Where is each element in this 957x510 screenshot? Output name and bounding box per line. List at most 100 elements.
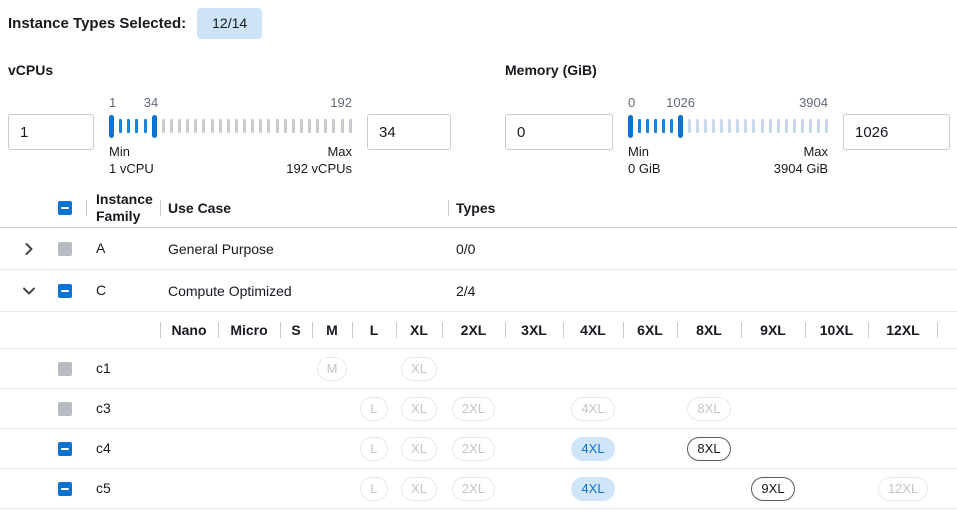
size-pill-c4-8xl[interactable]: 8XL: [687, 436, 731, 461]
vcpus-max-caption: Max: [327, 144, 352, 159]
spacer: [0, 312, 44, 348]
size-cell-s: [280, 349, 312, 388]
size-cell-12xl: [868, 389, 938, 428]
size-pill-c1-xl: XL: [401, 356, 437, 381]
slider-tick: [654, 119, 658, 133]
types-count-cell: 0/0: [456, 240, 476, 257]
memory-min-input[interactable]: [505, 114, 613, 150]
slider-handle[interactable]: [628, 114, 633, 138]
slider-tick: [283, 119, 287, 133]
instance-row-c1: c1 M XL: [0, 349, 957, 389]
table-header-row: Instance Family Use Case Types: [0, 189, 957, 228]
family-cell: A: [96, 240, 106, 256]
size-cell-9xl: [741, 389, 805, 428]
memory-title: Memory (GiB): [505, 62, 597, 78]
expand-toggle[interactable]: [0, 228, 44, 269]
slider-tick: [178, 119, 181, 133]
size-cell-8xl: 8XL: [677, 389, 741, 428]
slider-tick: [348, 119, 352, 133]
spacer: [86, 312, 160, 348]
spacer: [0, 429, 44, 468]
spacer: [938, 312, 957, 348]
size-pill-c4-2xl: 2XL: [451, 436, 496, 461]
sizes-header-row: Nano Micro S M L XL 2XL 3XL 4XL 6XL 8XL 9XL 10XL 12XL: [0, 312, 957, 349]
vcpus-scale-low: 1: [109, 95, 117, 110]
memory-slider[interactable]: 0 1026 3904 Min 0 GiB Max 3904 GiB: [628, 95, 828, 177]
size-cell-9xl: 9XL: [741, 469, 805, 508]
size-pill-c3-4xl: 4XL: [571, 396, 615, 421]
slider-tick: [704, 119, 708, 133]
size-pill-c4-4xl[interactable]: 4XL: [571, 436, 615, 461]
spacer: [0, 469, 44, 508]
size-cell-2xl: [442, 349, 505, 388]
size-column-header-3xl: 3XL: [505, 312, 563, 348]
size-pill-c4-xl: XL: [401, 436, 437, 461]
size-pill-c5-12xl: 12XL: [877, 476, 929, 501]
slider-tick: [340, 119, 344, 133]
instance-name-cell: c4: [96, 440, 111, 456]
vcpus-filter: vCPUs 1 34 192 Min 1 vCPU: [8, 62, 451, 177]
types-column-header: Types: [448, 189, 957, 227]
size-cell-4xl: [563, 349, 623, 388]
size-cell-4xl: 4XL: [563, 389, 623, 428]
size-cell-4xl: 4XL: [563, 429, 623, 468]
size-cell-l: L: [352, 389, 396, 428]
family-cell: C: [96, 282, 107, 298]
size-cell-12xl: [868, 349, 938, 388]
slider-handle[interactable]: [678, 114, 684, 138]
size-cell-6xl: [623, 469, 677, 508]
spacer: [0, 349, 44, 388]
minus-icon: [61, 487, 69, 490]
instance-row-c5: c5 L XL 2XL 4XL 9XL 12XL: [0, 469, 957, 509]
slider-handle[interactable]: [151, 114, 157, 138]
slider-tick: [169, 119, 173, 133]
slider-tick: [291, 119, 295, 133]
size-column-header-9xl: 9XL: [741, 312, 805, 348]
slider-tick: [638, 119, 642, 133]
size-pill-c5-4xl[interactable]: 4XL: [571, 476, 615, 501]
checkbox-indeterminate[interactable]: [58, 481, 72, 496]
slider-tick: [776, 119, 780, 133]
slider-tick: [226, 119, 230, 133]
slider-tick: [784, 119, 788, 133]
slider-tick: [308, 119, 311, 133]
memory-scale-current: 1026: [666, 95, 696, 110]
slider-tick: [202, 119, 206, 133]
vcpus-max-input[interactable]: [367, 114, 451, 150]
size-column-header-8xl: 8XL: [677, 312, 741, 348]
memory-scale: 0 1026 3904: [628, 95, 828, 113]
size-cell-m: [312, 429, 352, 468]
slider-tick: [135, 119, 139, 133]
checkbox-disabled: [58, 401, 72, 416]
slider-tick: [688, 119, 692, 133]
vcpus-min-input[interactable]: [8, 114, 94, 150]
size-cell-micro: [218, 469, 280, 508]
checkbox-indeterminate[interactable]: [58, 441, 72, 456]
slider-tick: [696, 119, 700, 133]
spacer: [0, 389, 44, 428]
chevron-right-icon: [25, 242, 33, 255]
memory-max-input[interactable]: [843, 114, 950, 150]
row-checkbox-cell: [44, 270, 86, 311]
slider-tick: [119, 119, 123, 133]
expand-toggle[interactable]: [0, 270, 44, 311]
checkbox-indeterminate[interactable]: [58, 283, 72, 298]
size-cell-10xl: [805, 429, 868, 468]
vcpus-slider[interactable]: 1 34 192 Min 1 vCPU Max 192 vCPUs: [109, 95, 352, 177]
vcpus-slider-track[interactable]: [109, 113, 352, 139]
slider-tick: [267, 119, 271, 133]
memory-slider-track[interactable]: [628, 113, 828, 139]
size-cell-10xl: [805, 469, 868, 508]
size-cell-xl: XL: [396, 349, 442, 388]
slider-tick: [662, 119, 666, 133]
size-pill-c3-2xl: 2XL: [451, 396, 496, 421]
family-row-c: C Compute Optimized 2/4: [0, 270, 957, 312]
checkbox-indeterminate[interactable]: [58, 201, 72, 215]
row-checkbox-cell: [44, 349, 86, 388]
size-cell-12xl: 12XL: [868, 469, 938, 508]
slider-tick: [127, 119, 131, 133]
size-cell-nano: [160, 429, 218, 468]
size-pill-c5-9xl[interactable]: 9XL: [751, 476, 795, 501]
selected-count-badge: 12/14: [197, 8, 263, 39]
slider-handle[interactable]: [109, 114, 114, 138]
